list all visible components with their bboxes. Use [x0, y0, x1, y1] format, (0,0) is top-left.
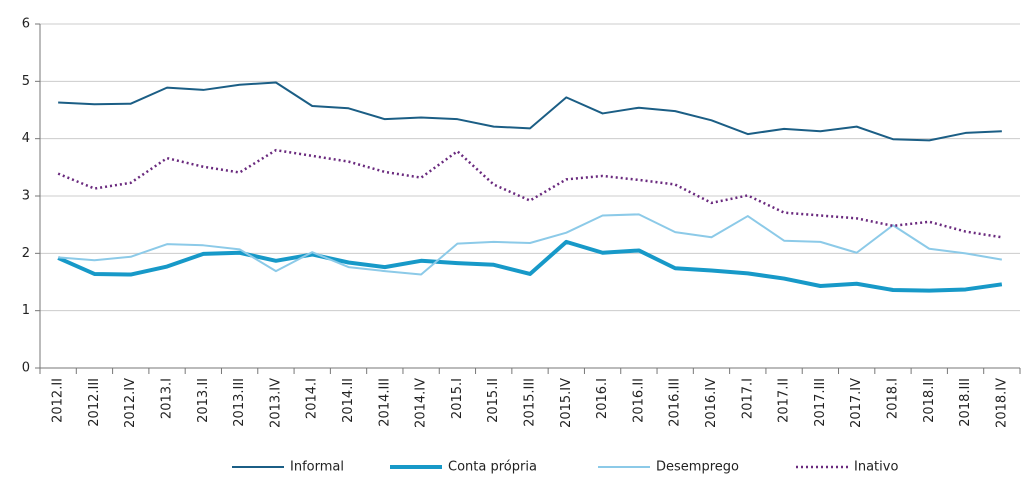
x-tick-label: 2018.IV	[994, 378, 1009, 428]
x-tick-label: 2012.III	[87, 378, 102, 427]
legend-label: Inativo	[854, 460, 898, 475]
series-line	[57, 239, 1003, 293]
x-tick-label: 2015.IV	[559, 378, 574, 428]
x-tick-label: 2016.IV	[704, 378, 719, 428]
x-tick-label: 2012.II	[51, 378, 66, 423]
x-tick-label: 2017.IV	[849, 378, 864, 428]
x-tick-label: 2013.IV	[268, 378, 283, 428]
x-tick-label: 2013.III	[232, 378, 247, 427]
series-line	[58, 81, 1002, 142]
x-tick-label: 2013.II	[196, 378, 211, 423]
x-tick-label: 2016.I	[595, 378, 610, 419]
y-tick-label: 5	[22, 74, 30, 89]
series-line	[57, 148, 1003, 239]
y-tick-label: 0	[22, 361, 30, 376]
x-tick-label: 2015.I	[450, 378, 465, 419]
legend-label: Desemprego	[656, 460, 739, 475]
x-tick-label: 2018.II	[922, 378, 937, 423]
y-tick-label: 3	[22, 189, 30, 204]
x-tick-label: 2018.III	[958, 378, 973, 427]
legend-label: Conta própria	[448, 460, 537, 475]
x-tick-label: 2014.IV	[414, 378, 429, 428]
y-tick-label: 2	[22, 246, 30, 261]
x-tick-label: 2012.IV	[123, 378, 138, 428]
y-tick-label: 4	[22, 131, 30, 146]
x-tick-label: 2014.II	[341, 378, 356, 423]
x-tick-label: 2014.III	[377, 378, 392, 427]
x-tick-label: 2013.I	[160, 378, 175, 419]
x-tick-label: 2018.I	[885, 378, 900, 419]
x-tick-label: 2016.III	[668, 378, 683, 427]
y-tick-label: 6	[22, 17, 30, 32]
x-tick-label: 2015.III	[523, 378, 538, 427]
legend-label: Informal	[290, 460, 344, 475]
x-tick-label: 2017.I	[740, 378, 755, 419]
x-tick-label: 2014.I	[305, 378, 320, 419]
x-tick-label: 2015.II	[486, 378, 501, 423]
y-tick-label: 1	[22, 303, 30, 318]
series-line	[58, 213, 1003, 276]
x-tick-label: 2017.II	[777, 378, 792, 423]
x-tick-label: 2017.III	[813, 378, 828, 427]
x-tick-label: 2016.II	[631, 378, 646, 423]
